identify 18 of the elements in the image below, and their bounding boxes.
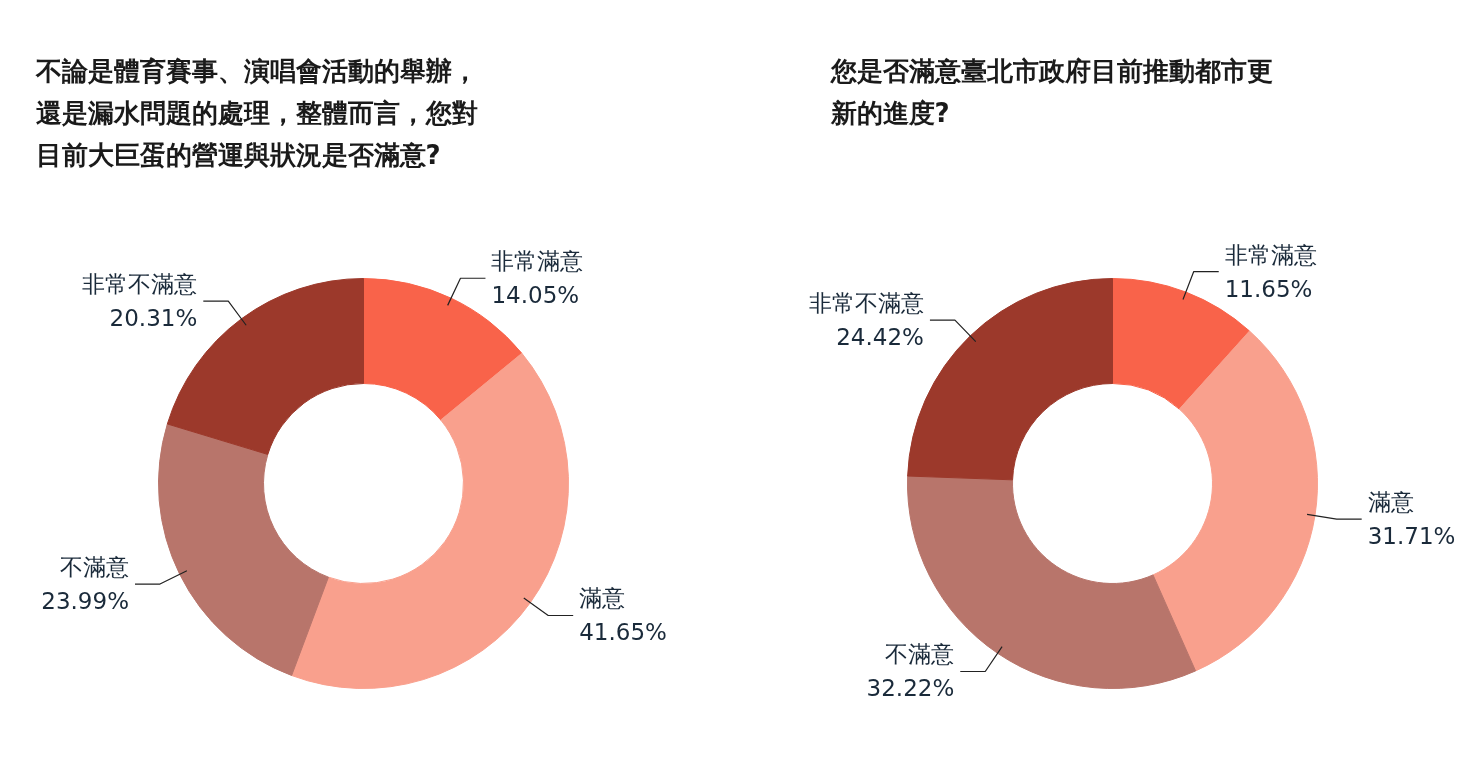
data-label: 31.71%	[1367, 523, 1456, 550]
data-label: 23.99%	[41, 588, 129, 615]
slice-label: 非常滿意	[1224, 241, 1317, 268]
slice-label: 不滿意	[885, 641, 955, 668]
slice-label: 滿意	[1367, 489, 1414, 516]
data-label: 20.31%	[109, 305, 198, 332]
data-label: 14.05%	[491, 282, 580, 309]
data-label: 11.65%	[1224, 275, 1313, 302]
data-label: 32.22%	[866, 675, 955, 702]
chart-title: 不論是體育賽事、演唱會活動的舉辦，還是漏水問題的處理，整體而言，您對目前大巨蛋的營運與狀況是否滿意?	[34, 55, 478, 170]
slice-label: 不滿意	[59, 554, 129, 581]
data-label: 41.65%	[579, 619, 667, 646]
slice-label: 非常滿意	[491, 248, 584, 275]
slice-label: 滿意	[579, 585, 626, 612]
data-label: 24.42%	[836, 324, 924, 351]
chart-title: 您是否滿意臺北市政府目前推動都市更新的進度?	[829, 55, 1273, 128]
slice-label: 非常不滿意	[82, 271, 198, 298]
slice-label: 非常不滿意	[808, 290, 924, 317]
